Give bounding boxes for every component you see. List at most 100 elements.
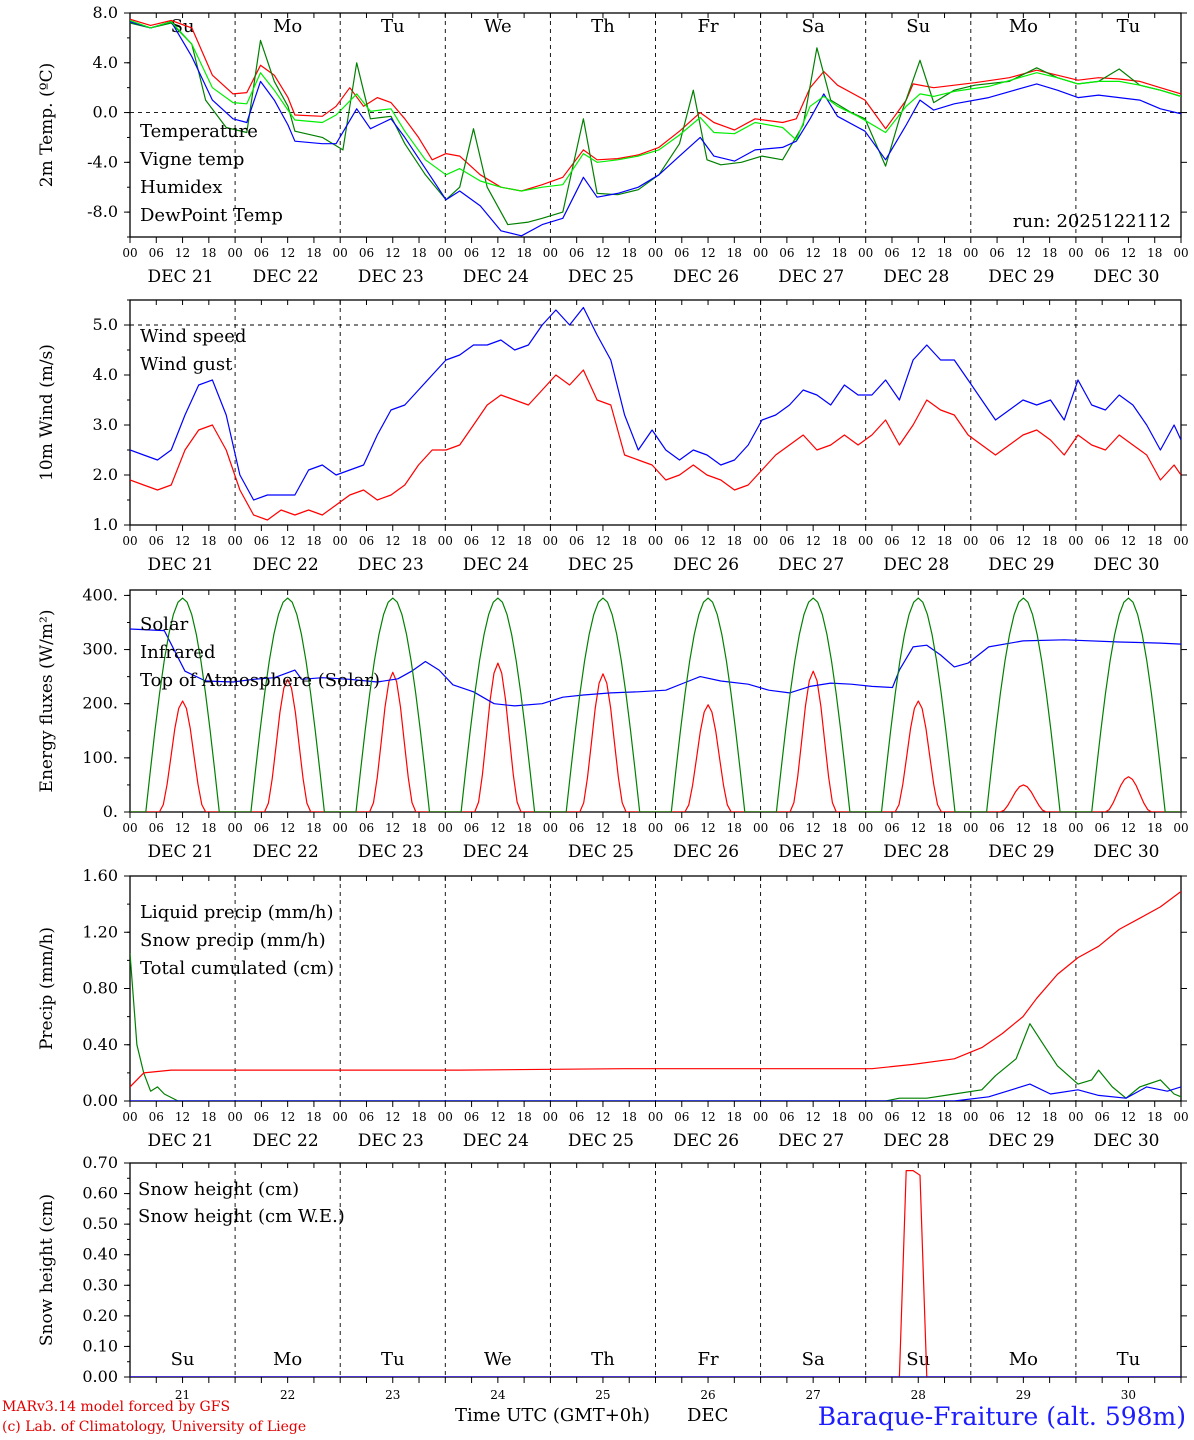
hour-tick-label: 06: [359, 1110, 374, 1124]
hour-tick-label: 18: [622, 821, 637, 835]
hour-tick-label: 00: [227, 246, 242, 260]
series-temperature: [130, 18, 1181, 192]
hour-tick-label: 18: [1042, 821, 1057, 835]
hour-tick-label: 12: [1121, 246, 1136, 260]
hour-tick-label: 12: [280, 1110, 295, 1124]
hour-tick-label: 18: [727, 821, 742, 835]
y-tick-label: 300.: [82, 640, 118, 659]
hour-tick-label: 06: [1095, 534, 1110, 548]
hour-tick-label: 18: [516, 534, 531, 548]
hour-tick-label: 00: [438, 821, 453, 835]
hour-tick-label: 12: [595, 246, 610, 260]
hour-tick-label: 12: [280, 534, 295, 548]
hour-tick-label: 18: [832, 246, 847, 260]
hour-tick-label: 18: [201, 1110, 216, 1124]
date-label: DEC 25: [568, 267, 634, 287]
date-label: DEC 27: [778, 267, 844, 287]
hour-tick-label: 06: [359, 821, 374, 835]
hour-tick-label: 00: [1173, 821, 1188, 835]
date-label: DEC 23: [358, 842, 424, 862]
series-snow-height-cm-: [130, 1170, 1181, 1377]
hour-tick-label: 06: [989, 534, 1004, 548]
hour-tick-label: 00: [963, 534, 978, 548]
hour-tick-label: 00: [858, 534, 873, 548]
hour-tick-label: 00: [438, 534, 453, 548]
panel-snow: 0.70 0.60 0.50 0.40 0.30 0.20 0.10 0.00 Snow hei…: [37, 1153, 1187, 1402]
day-of-week-label: Fr: [698, 16, 719, 37]
hour-tick-label: 18: [1042, 1110, 1057, 1124]
hour-tick-label: 12: [385, 821, 400, 835]
hour-tick-label: 18: [937, 1110, 952, 1124]
date-label: DEC 26: [673, 842, 739, 862]
date-label: DEC 21: [148, 555, 214, 575]
hour-tick-label: 18: [516, 246, 531, 260]
day-of-week-label: Tu: [1117, 1349, 1141, 1370]
y-tick-label: 1.0: [93, 515, 118, 534]
day-of-week-label: Mo: [1009, 1349, 1038, 1370]
date-label: DEC 26: [673, 555, 739, 575]
hour-tick-label: 06: [464, 1110, 479, 1124]
legend-entry: Infrared: [140, 642, 215, 663]
day-number-label: 28: [911, 1388, 926, 1402]
day-of-week-label: Tu: [381, 1349, 405, 1370]
date-label: DEC 25: [568, 1131, 634, 1151]
run-label: run: 2025122112: [1013, 211, 1171, 232]
legend-entry: Total cumulated (cm): [140, 958, 334, 979]
hour-tick-label: 12: [175, 821, 190, 835]
hour-tick-label: 06: [569, 1110, 584, 1124]
y-tick-label: 0.50: [82, 1214, 118, 1233]
series-dewpoint-temp: [130, 19, 1181, 192]
hour-tick-label: 18: [306, 1110, 321, 1124]
month-label: DEC: [687, 1405, 729, 1426]
panel-wind: 5.0 4.0 3.0 2.0 1.0 10m Wind (m/s) 00 06 12 18 00 0…: [37, 299, 1189, 575]
date-label: DEC 23: [358, 267, 424, 287]
date-label: DEC 30: [1093, 1131, 1159, 1151]
date-label: DEC 30: [1093, 555, 1159, 575]
y-tick-label: -4.0: [87, 152, 118, 171]
hour-tick-label: 06: [884, 1110, 899, 1124]
date-label: DEC 22: [253, 267, 319, 287]
hour-tick-label: 00: [543, 246, 558, 260]
hour-tick-label: 12: [385, 1110, 400, 1124]
date-label: DEC 28: [883, 842, 949, 862]
date-label: DEC 24: [463, 267, 529, 287]
date-label: DEC 21: [148, 842, 214, 862]
hour-tick-label: 06: [779, 821, 794, 835]
hour-tick-label: 00: [438, 246, 453, 260]
hour-tick-label: 12: [1121, 1110, 1136, 1124]
day-of-week-label: We: [484, 1349, 512, 1370]
hour-tick-label: 12: [1121, 821, 1136, 835]
day-of-week-label: Su: [171, 1349, 195, 1370]
hour-tick-label: 06: [674, 821, 689, 835]
hour-tick-label: 00: [753, 821, 768, 835]
hour-tick-label: 00: [333, 534, 348, 548]
day-number-label: 26: [700, 1388, 715, 1402]
hour-tick-label: 00: [858, 821, 873, 835]
hour-tick-label: 18: [937, 534, 952, 548]
day-of-week-label: Th: [591, 1349, 615, 1370]
hour-tick-label: 06: [359, 246, 374, 260]
y-tick-label: 0.00: [82, 1091, 118, 1110]
hour-tick-label: 12: [911, 821, 926, 835]
hour-tick-label: 18: [727, 246, 742, 260]
hour-tick-label: 00: [648, 246, 663, 260]
hour-tick-label: 12: [490, 534, 505, 548]
hour-tick-label: 12: [175, 246, 190, 260]
lab-credit: (c) Lab. of Climatology, University of L…: [2, 1419, 307, 1435]
day-of-week-label: Mo: [273, 1349, 302, 1370]
date-label: DEC 21: [148, 267, 214, 287]
date-label: DEC 29: [988, 555, 1054, 575]
panel-energy: 400. 300. 200. 100. 0. Energy fluxes (W/m²) 00…: [37, 585, 1189, 862]
hour-tick-label: 12: [700, 246, 715, 260]
legend-entry: Solar: [140, 614, 189, 635]
hour-tick-label: 12: [1016, 246, 1031, 260]
hour-tick-label: 00: [648, 534, 663, 548]
y-tick-label: 0.30: [82, 1275, 118, 1294]
hour-tick-label: 18: [201, 246, 216, 260]
series-total-cumulated-cm-: [130, 891, 1181, 1088]
hour-tick-label: 00: [648, 1110, 663, 1124]
y-tick-label: 2.0: [93, 465, 118, 484]
y-tick-label: 100.: [82, 748, 118, 767]
date-label: DEC 22: [253, 555, 319, 575]
